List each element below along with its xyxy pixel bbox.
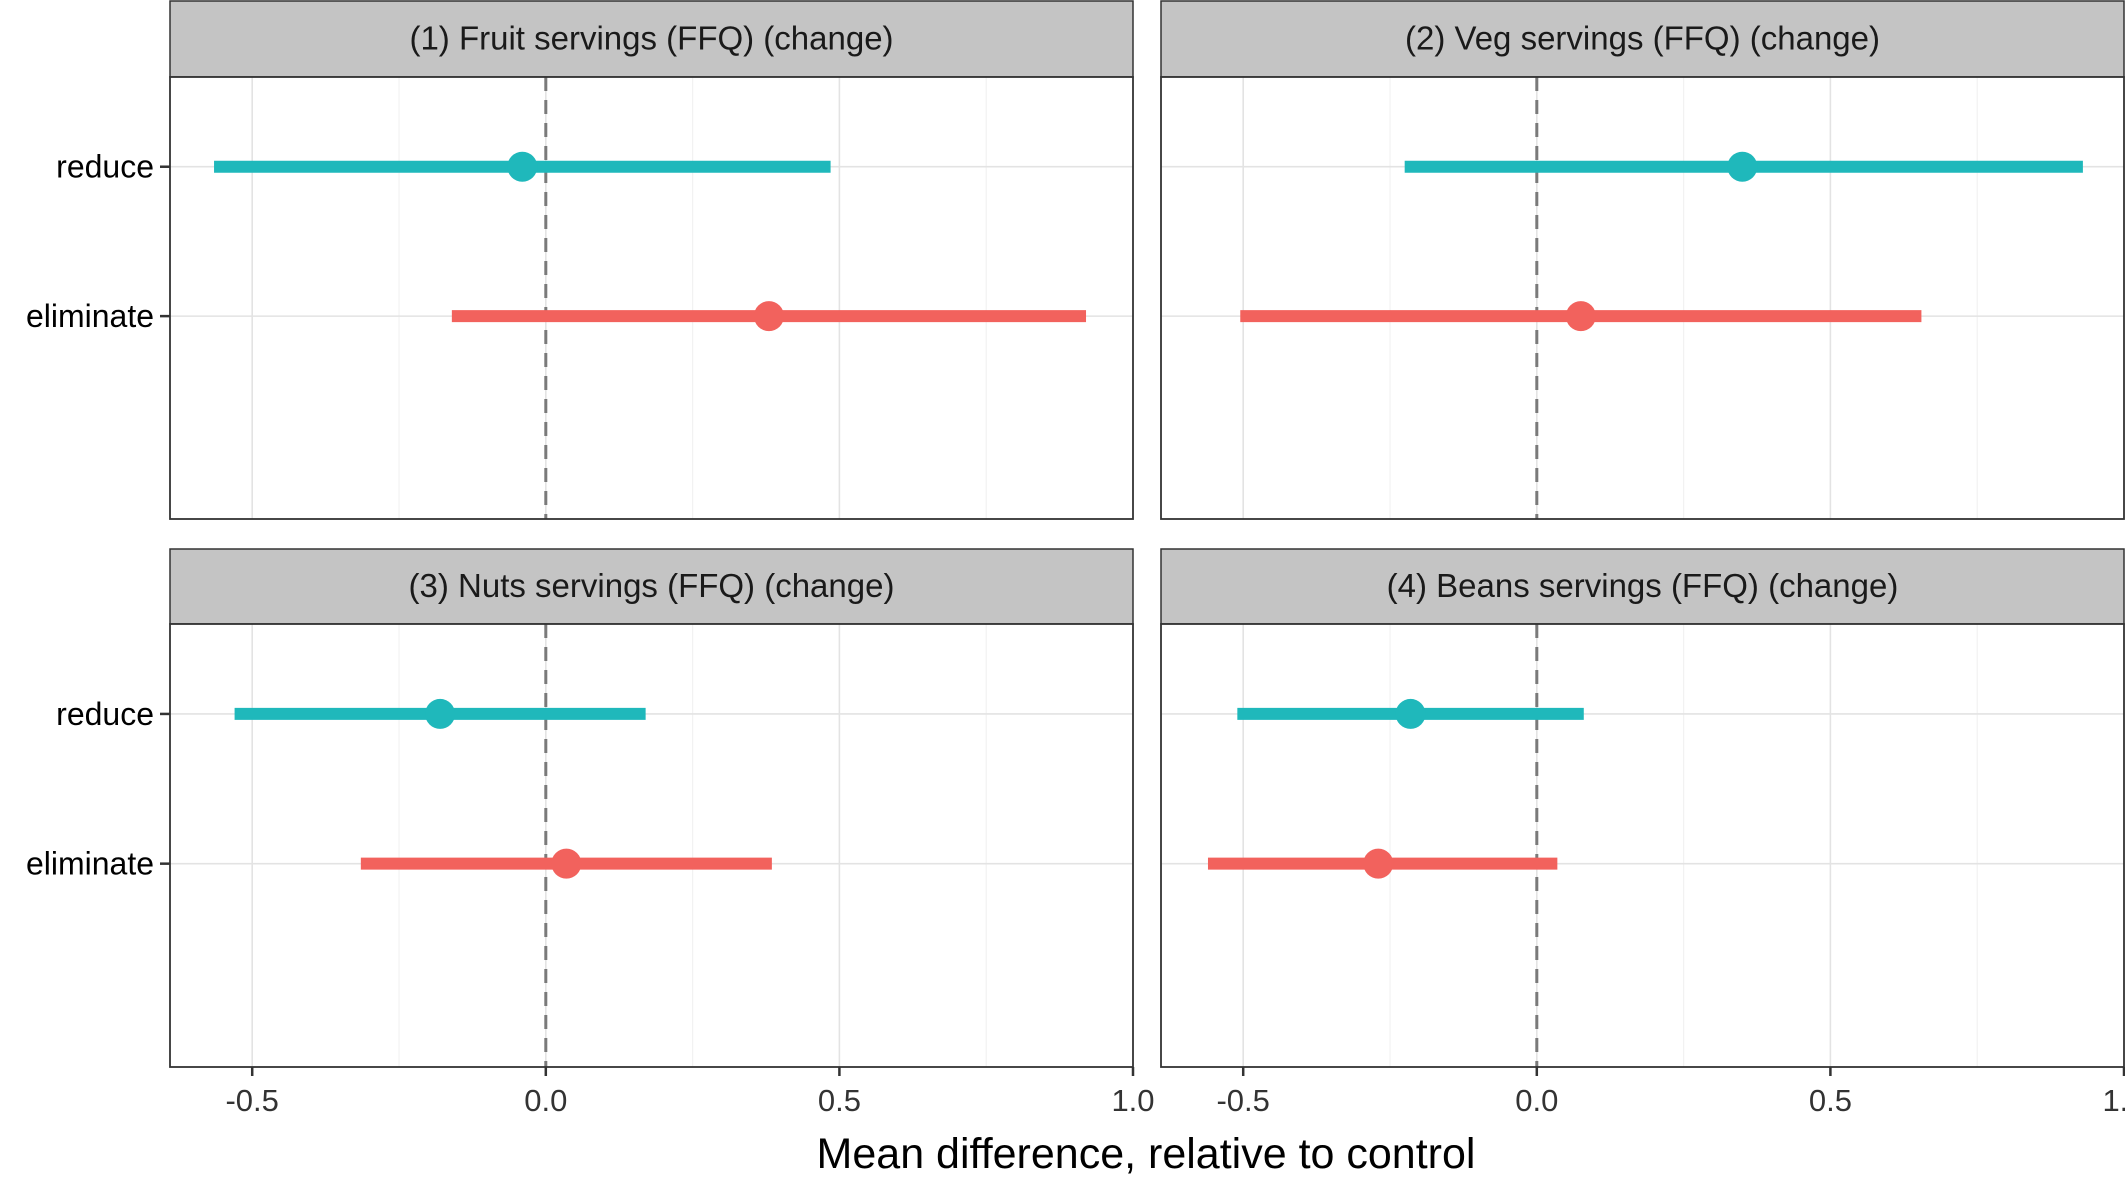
panel-strip bbox=[169, 0, 1134, 78]
panel-background bbox=[170, 77, 1133, 519]
panel-strip bbox=[1160, 0, 2125, 78]
panel-1: (1) Fruit servings (FFQ) (change) bbox=[169, 0, 1134, 520]
panels: (1) Fruit servings (FFQ) (change) (2) Veg… bbox=[169, 0, 2125, 1068]
y-axis: reduce eliminate reduce eliminate bbox=[26, 149, 170, 882]
x-tick-label: 0.5 bbox=[818, 1083, 861, 1118]
panel-background bbox=[170, 624, 1133, 1067]
panel-border bbox=[1160, 76, 2125, 520]
panel-strip bbox=[169, 548, 1134, 625]
x-tick-label: 1.0 bbox=[1111, 1083, 1154, 1118]
panel-3: (3) Nuts servings (FFQ) (change) bbox=[169, 548, 1134, 1068]
panel-border bbox=[169, 76, 1134, 520]
panel-title: (2) Veg servings (FFQ) (change) bbox=[1405, 20, 1880, 57]
point-estimate-reduce bbox=[425, 698, 456, 729]
x-tick-label: -0.5 bbox=[225, 1083, 278, 1118]
point-estimate-eliminate bbox=[1565, 301, 1596, 332]
x-tick-label: 0.5 bbox=[1809, 1083, 1852, 1118]
y-tick-label-reduce: reduce bbox=[56, 696, 154, 732]
point-estimate-reduce bbox=[507, 151, 538, 182]
x-tick-label: 0.0 bbox=[524, 1083, 567, 1118]
y-tick-label-eliminate: eliminate bbox=[26, 298, 154, 334]
panel-title: (3) Nuts servings (FFQ) (change) bbox=[409, 567, 895, 604]
panel-strip bbox=[1160, 548, 2125, 625]
x-tick-label: -0.5 bbox=[1216, 1083, 1269, 1118]
panel-background bbox=[1161, 77, 2124, 519]
y-tick-label-eliminate: eliminate bbox=[26, 846, 154, 882]
y-tick-label-reduce: reduce bbox=[56, 149, 154, 185]
point-estimate-eliminate bbox=[1363, 848, 1394, 879]
panel-2: (2) Veg servings (FFQ) (change) bbox=[1160, 0, 2125, 520]
x-tick-label: 0.0 bbox=[1515, 1083, 1558, 1118]
panel-title: (4) Beans servings (FFQ) (change) bbox=[1387, 567, 1899, 604]
panel-title: (1) Fruit servings (FFQ) (change) bbox=[409, 20, 893, 57]
x-tick-label: 1.0 bbox=[2102, 1083, 2125, 1118]
point-estimate-eliminate bbox=[551, 848, 582, 879]
point-estimate-reduce bbox=[1727, 151, 1758, 182]
panel-background bbox=[1161, 624, 2124, 1067]
panel-4: (4) Beans servings (FFQ) (change) bbox=[1160, 548, 2125, 1068]
panel-border bbox=[169, 623, 1134, 1068]
x-axis: -0.5 0.0 0.5 1.0 -0.5 0.0 0.5 1.0 bbox=[225, 1067, 2125, 1118]
x-axis-title: Mean difference, relative to control bbox=[817, 1130, 1476, 1178]
panel-border bbox=[1160, 623, 2125, 1068]
point-estimate-eliminate bbox=[753, 301, 784, 332]
point-estimate-reduce bbox=[1395, 698, 1426, 729]
